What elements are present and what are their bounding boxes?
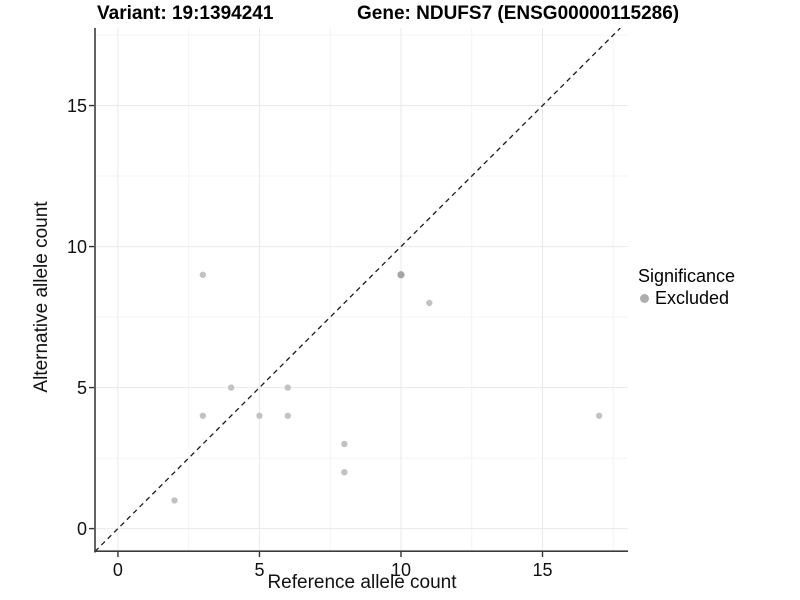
data-point <box>256 412 263 419</box>
y-tick-label: 10 <box>66 236 87 257</box>
data-point <box>171 497 178 504</box>
y-tick-label: 5 <box>76 377 87 398</box>
data-point <box>397 271 405 279</box>
data-point <box>284 384 291 391</box>
x-tick-label: 5 <box>254 560 265 580</box>
legend-item-excluded: Excluded <box>638 288 735 309</box>
legend-item-label: Excluded <box>655 288 730 308</box>
data-point <box>284 412 291 419</box>
identity-dashed-line <box>94 28 621 552</box>
data-point <box>595 412 603 419</box>
y-axis-title: Alternative allele count <box>31 201 52 393</box>
x-tick-label: 10 <box>390 560 411 580</box>
legend-title: Significance <box>638 266 736 286</box>
chart-panel <box>89 28 628 557</box>
data-point <box>341 468 348 476</box>
data-point <box>199 271 207 278</box>
data-point <box>341 440 348 448</box>
legend: Significance Excluded <box>638 266 735 309</box>
data-point <box>426 299 433 307</box>
variant-title: Variant: 19:1394241 <box>97 3 274 24</box>
x-axis-title: Reference allele count <box>267 572 457 593</box>
y-tick-label: 15 <box>66 95 87 116</box>
excluded-dot-icon <box>640 294 649 303</box>
data-point <box>227 384 235 391</box>
data-point <box>199 412 207 419</box>
x-tick-label: 0 <box>112 560 123 580</box>
x-tick-label: 15 <box>532 560 553 580</box>
y-tick-label: 0 <box>76 518 87 539</box>
gene-title: Gene: NDUFS7 (ENSG00000115286) <box>357 3 680 24</box>
